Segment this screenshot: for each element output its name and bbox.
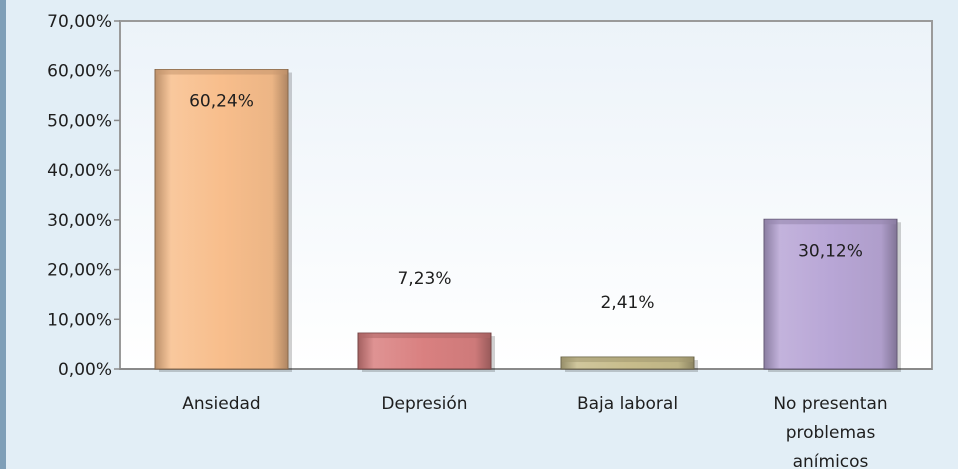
category-label: Depresión (381, 394, 467, 414)
bar-top-bevel (562, 357, 693, 363)
category-label: No presentan problemas anímicos (773, 394, 887, 469)
bar-top-bevel (156, 69, 287, 75)
category-label: Ansiedad (182, 394, 260, 414)
y-tick-label: 70,00% (47, 12, 112, 32)
bar-top-bevel (359, 333, 490, 339)
chart-left-border (0, 0, 6, 469)
data-labels: 60,24% 7,23% 2,41% 30,12% (189, 92, 863, 313)
data-label: 7,23% (397, 269, 451, 289)
y-tick-label: 40,00% (47, 161, 112, 181)
bar (357, 332, 492, 370)
bar (763, 218, 898, 370)
y-tick-label: 30,00% (47, 211, 112, 231)
data-label: 2,41% (600, 293, 654, 313)
y-tick-label: 50,00% (47, 111, 112, 131)
bar-top-bevel (765, 219, 896, 225)
y-tick-label: 0,00% (58, 360, 112, 380)
y-tick-label: 10,00% (47, 310, 112, 330)
y-tick-label: 20,00% (47, 261, 112, 281)
data-label: 60,24% (189, 92, 254, 112)
bar (154, 69, 289, 370)
x-axis-labels: Ansiedad Depresión Baja laboral No presenta… (182, 394, 887, 469)
data-label: 30,12% (798, 241, 863, 261)
category-label: Baja laboral (577, 394, 678, 414)
bars (154, 69, 901, 372)
y-tick-label: 60,00% (47, 62, 112, 82)
y-axis-ticks: 0,00% 10,00% 20,00% 30,00% 40,00% 50,00% 60,00… (47, 12, 120, 380)
